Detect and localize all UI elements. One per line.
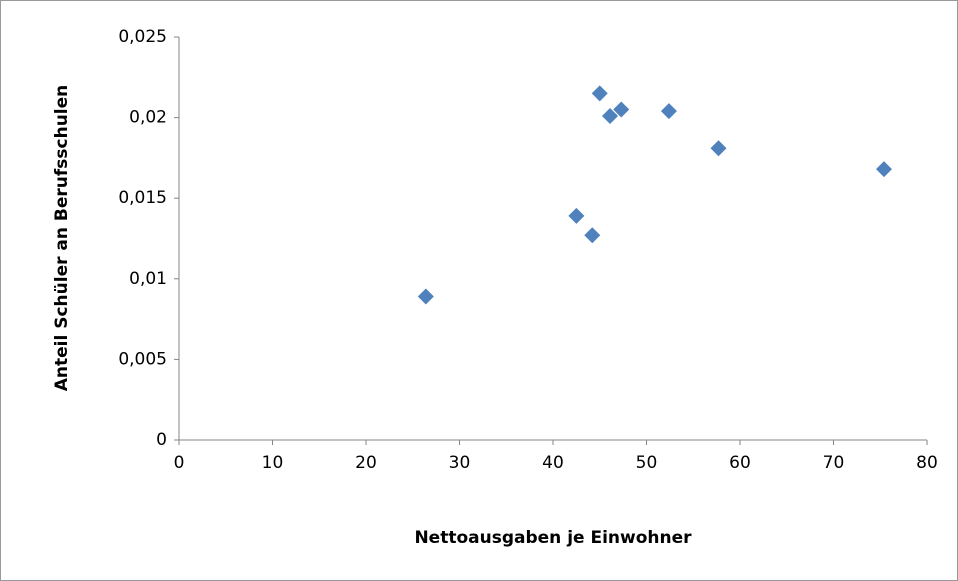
x-tick-label: 50 [636,453,658,473]
point [613,101,630,118]
x-tick-label: 30 [449,453,471,473]
y-tick-label: 0,015 [118,188,167,208]
x-tick-label: 70 [823,453,845,473]
y-tick-label: 0,005 [118,349,167,369]
point [602,107,619,124]
x-tick-label: 10 [262,453,284,473]
point [584,227,601,244]
point [875,161,892,178]
y-tick-label: 0 [156,430,167,450]
y-tick-label: 0,02 [129,108,167,128]
x-tick-label: 80 [916,453,938,473]
x-tick-label: 20 [355,453,377,473]
x-tick-label: 60 [729,453,751,473]
y-tick-label: 0,01 [129,269,167,289]
point [591,85,608,102]
point [710,140,727,157]
point [660,103,677,120]
x-axis-title: Nettoausgaben je Einwohner [414,528,692,548]
y-tick-label: 0,025 [118,27,167,47]
point [417,288,434,305]
y-axis-title: Anteil Schüler an Berufsschulen [52,85,72,392]
x-tick-label: 0 [174,453,185,473]
x-tick-label: 40 [542,453,564,473]
point [568,207,585,224]
